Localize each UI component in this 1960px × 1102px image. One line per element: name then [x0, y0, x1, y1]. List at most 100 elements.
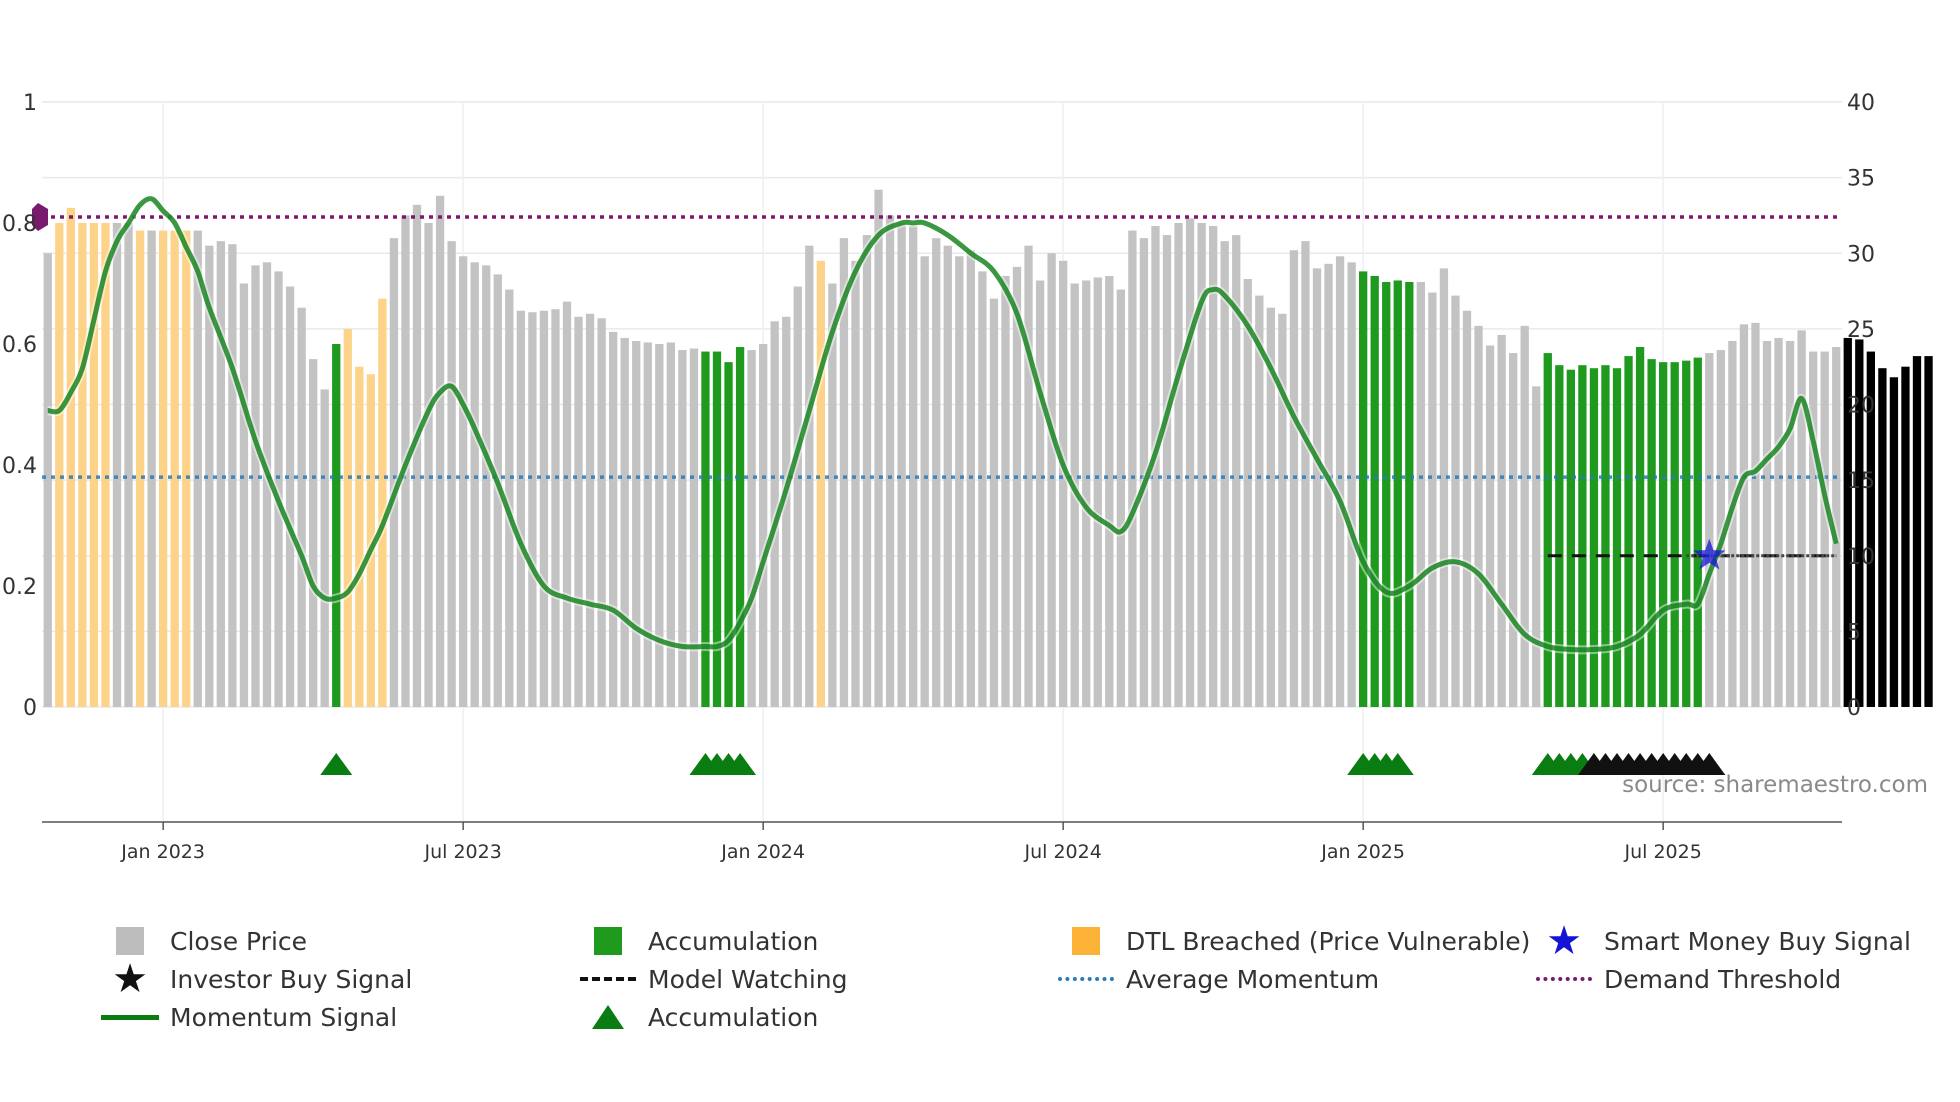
price-bar — [528, 312, 537, 707]
x-tick-label: Jul 2023 — [423, 841, 501, 863]
price-bar — [643, 342, 652, 707]
price-bar — [1601, 365, 1610, 707]
price-bar — [66, 207, 75, 707]
price-bar — [932, 238, 941, 707]
price-bar — [1359, 271, 1368, 707]
y-left-tick-label: 0 — [23, 696, 37, 721]
price-bar — [1462, 310, 1472, 707]
price-bar — [1797, 330, 1806, 707]
price-bar — [678, 350, 687, 707]
price-bar — [1901, 366, 1910, 707]
axes: Jan 2023 Jul 2023 Jan 2024 Jul 2024 Jan 2025… — [2, 91, 1875, 863]
y-right-tick-label: 30 — [1847, 242, 1875, 267]
price-bar — [193, 230, 202, 707]
signal-markers — [1693, 538, 1726, 570]
price-bar — [1278, 313, 1287, 707]
price-bar — [262, 262, 272, 707]
price-bar — [1566, 369, 1575, 707]
price-bar — [239, 283, 249, 707]
price-bar — [1001, 275, 1010, 707]
price-bar — [297, 307, 306, 707]
price-bar — [1405, 281, 1414, 707]
price-bar — [320, 389, 329, 707]
price-bar — [770, 321, 779, 707]
price-bar — [655, 344, 664, 707]
price-bar — [551, 309, 560, 707]
price-bar — [1209, 226, 1218, 707]
y-left-tick-label: 1 — [23, 91, 37, 116]
price-bar — [1705, 353, 1714, 707]
price-bar — [597, 318, 606, 707]
price-bar — [909, 226, 918, 707]
price-bar — [1070, 283, 1079, 707]
demand-threshold-marker — [32, 202, 48, 231]
price-bar — [1739, 324, 1749, 707]
bottom-markers — [320, 753, 1726, 775]
price-bar — [147, 230, 156, 707]
watermark: source: sharemaestro.com — [1622, 772, 1928, 798]
price-bar — [170, 230, 179, 707]
price-bar — [1774, 337, 1783, 707]
price-bar — [447, 241, 456, 707]
price-bar — [459, 256, 468, 707]
price-bar — [1035, 280, 1045, 707]
price-bar — [1751, 322, 1760, 707]
price-bar — [1785, 340, 1795, 707]
price-bar — [1866, 351, 1875, 707]
y-right-tick-label: 40 — [1847, 91, 1875, 116]
price-bar — [1232, 235, 1241, 707]
price-bar — [1393, 280, 1402, 707]
price-bar — [43, 253, 52, 707]
price-bar — [943, 245, 952, 707]
investor-marker — [1693, 753, 1726, 775]
price-bar — [862, 235, 872, 707]
price-bar — [1485, 345, 1495, 707]
price-bar — [309, 359, 318, 707]
price-bar — [435, 195, 445, 707]
y-left-tick-label: 0.2 — [2, 575, 37, 600]
price-bar — [1220, 241, 1229, 707]
price-bar — [1185, 218, 1195, 707]
price-bar — [1555, 365, 1564, 707]
momentum-signal — [47, 194, 1841, 655]
price-bar — [1843, 337, 1852, 707]
price-bar — [562, 301, 572, 707]
accumulation-marker — [724, 753, 757, 775]
price-bar — [1543, 353, 1552, 707]
price-bar — [493, 274, 502, 707]
price-bar — [989, 298, 999, 707]
price-bar — [1012, 266, 1022, 707]
price-bar — [666, 342, 675, 707]
price-bar — [920, 256, 929, 707]
price-bar — [1197, 223, 1206, 707]
price-bar — [1809, 351, 1818, 707]
y-right-tick-label: 15 — [1847, 469, 1875, 494]
price-bar — [1451, 295, 1460, 707]
price-bar — [78, 223, 87, 707]
price-bar — [1093, 277, 1102, 707]
price-bar — [1059, 260, 1068, 707]
price-bar — [828, 283, 837, 707]
price-bar — [378, 298, 387, 707]
price-bar — [343, 328, 352, 707]
x-tick-label: Jul 2024 — [1023, 841, 1101, 863]
price-bar — [1105, 275, 1114, 707]
price-bar — [609, 331, 618, 707]
price-bar — [897, 223, 906, 707]
price-bar — [1116, 289, 1125, 707]
price-bar — [1509, 353, 1518, 707]
price-bar — [355, 366, 364, 707]
price-bar — [1047, 253, 1056, 707]
price-bar — [1139, 238, 1149, 707]
price-bar — [1589, 368, 1599, 707]
price-bar — [1082, 280, 1091, 707]
price-bar — [159, 230, 168, 707]
price-bar — [135, 230, 145, 707]
price-bar — [1647, 359, 1656, 707]
price-bar — [759, 344, 768, 707]
price-bar — [1612, 368, 1622, 707]
price-bar — [1024, 245, 1033, 707]
price-bar — [851, 260, 860, 707]
price-bar — [1474, 325, 1483, 707]
